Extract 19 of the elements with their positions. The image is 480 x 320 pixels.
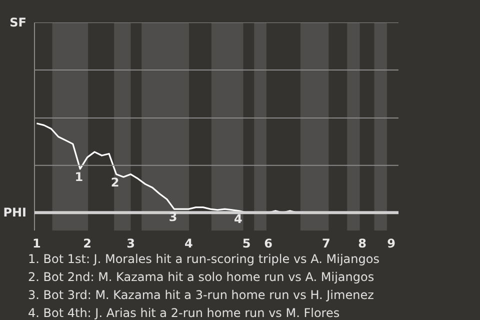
x-tick-label: 4 — [184, 236, 193, 250]
x-tick-label: 5 — [242, 236, 251, 250]
x-tick-label: 8 — [358, 236, 366, 250]
x-tick-label: 7 — [322, 236, 330, 250]
x-tick-label: 9 — [387, 236, 396, 250]
text: SF — [10, 16, 27, 30]
annotation: 2 — [110, 175, 120, 190]
x-tick-label: 1 — [32, 236, 41, 250]
x-tick-label: 3 — [126, 236, 135, 250]
annotation: 3 — [168, 210, 178, 224]
x-tick-label: 6 — [264, 236, 272, 250]
text: 2. Bot 2nd: M. Kazama hit a solo home run vs A. Mijangos — [28, 270, 374, 284]
text: 4. Bot 4th: J. Arias hit a 2-run home run vs M. Flores — [28, 306, 340, 320]
x-tick-label: 2 — [83, 236, 92, 250]
text: PHI — [3, 206, 27, 220]
text: 3. Bot 3rd: M. Kazama hit a 3-run home run vs H. Jimenez — [28, 288, 374, 302]
annotation: 1 — [74, 170, 84, 184]
annotation: 4 — [234, 212, 242, 226]
text: 1. Bot 1st: J. Morales hit a run-scoring triple vs A. Mijangos — [28, 252, 380, 266]
